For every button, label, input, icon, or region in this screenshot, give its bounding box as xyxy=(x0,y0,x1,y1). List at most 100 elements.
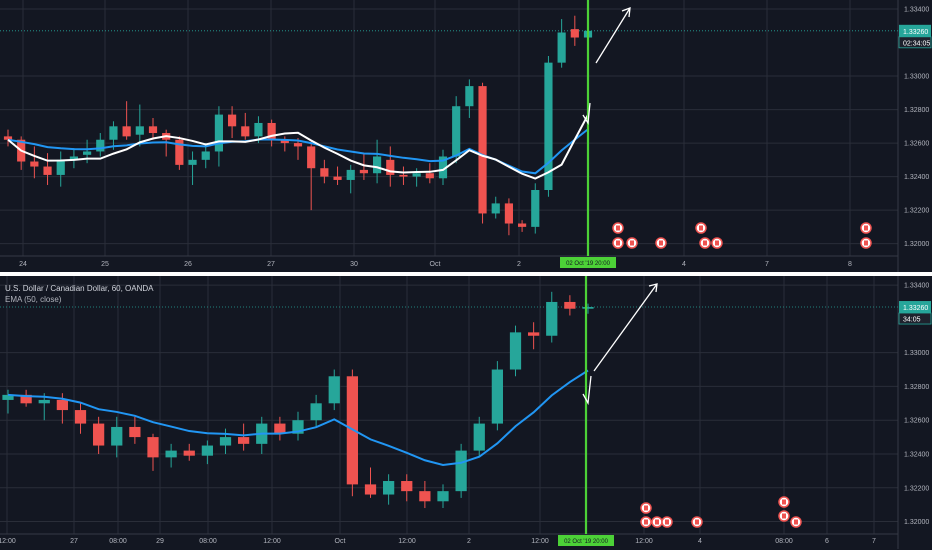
candle-body xyxy=(310,403,322,421)
candle-body xyxy=(122,126,131,137)
x-tick-label: Oct xyxy=(430,261,441,268)
candle-body xyxy=(241,126,250,137)
x-tick-label: 4 xyxy=(682,261,686,268)
candle-body xyxy=(531,190,540,227)
event-flag xyxy=(630,240,634,246)
candle-body xyxy=(328,376,340,404)
x-tick-label: 12:00 xyxy=(0,538,16,545)
hourly-chart-svg[interactable]: 1.33400 1.33000 1.32800 1.32600 1.32400 1.322… xyxy=(0,276,932,550)
news-event-icon xyxy=(778,510,790,522)
event-flag xyxy=(715,240,719,246)
candle-body xyxy=(307,146,316,169)
candle-body xyxy=(254,122,263,137)
y-tick-label: 1.33000 xyxy=(904,74,929,81)
y-tick-label: 1.32800 xyxy=(904,384,929,391)
candle-body xyxy=(228,114,237,127)
candle-body xyxy=(43,166,52,175)
ma-line-white xyxy=(7,114,589,180)
daily-chart-svg[interactable]: 1.33400 1.33000 1.32800 1.32600 1.32400 1.322… xyxy=(0,0,932,272)
candle-body xyxy=(175,139,184,165)
time-label-bg xyxy=(560,257,616,268)
x-tick-label: 12:00 xyxy=(531,538,549,545)
y-tick-label: 1.33400 xyxy=(904,283,929,290)
x-tick-label: 08:00 xyxy=(199,538,217,545)
candle-body xyxy=(148,126,158,134)
candle-body xyxy=(320,168,329,177)
news-event-icon xyxy=(612,222,624,234)
x-tick-label: 26 xyxy=(184,261,192,268)
candle-body xyxy=(109,126,118,140)
candle-body xyxy=(165,450,177,458)
x-tick-label: 30 xyxy=(350,261,358,268)
ema-line xyxy=(7,369,589,467)
x-tick-label: 4 xyxy=(698,538,702,545)
candle-body xyxy=(2,394,14,400)
candle-body xyxy=(56,159,65,175)
event-flag xyxy=(644,505,648,511)
event-flag xyxy=(782,513,786,519)
candle-body xyxy=(183,450,195,456)
x-tick-label: 27 xyxy=(70,538,78,545)
arrow-head-down xyxy=(582,102,591,125)
hourly-chart-pane[interactable]: 1.33400 1.33000 1.32800 1.32600 1.32400 1.322… xyxy=(0,276,932,550)
y-tick-label: 1.32000 xyxy=(904,519,929,526)
x-tick-label: 29 xyxy=(156,538,164,545)
arrow-head-up xyxy=(648,283,658,293)
candle-body xyxy=(3,136,13,140)
news-event-icon xyxy=(612,237,624,249)
y-tick-label: 1.32600 xyxy=(904,418,929,425)
candle-body xyxy=(274,423,286,434)
pane-divider[interactable] xyxy=(0,272,932,276)
news-event-icon xyxy=(695,222,707,234)
projection-arrow-up xyxy=(593,283,658,372)
news-event-icon xyxy=(640,502,652,514)
event-flag xyxy=(864,240,868,246)
candle-body xyxy=(293,143,303,147)
candle-body xyxy=(38,399,50,404)
candle-body xyxy=(292,420,304,434)
candle-body xyxy=(359,169,368,174)
news-event-icon xyxy=(651,516,663,528)
event-flag xyxy=(864,225,868,231)
price-tag-value: 1.33260 xyxy=(903,305,928,312)
news-event-icon xyxy=(699,237,711,249)
y-tick-label: 1.32600 xyxy=(904,141,929,148)
candle-body xyxy=(346,169,355,180)
news-event-icon xyxy=(626,237,638,249)
x-tick-label: 12:00 xyxy=(263,538,281,545)
projection-arrow-up xyxy=(595,7,631,64)
candle-body xyxy=(437,491,449,502)
daily-chart-pane[interactable]: 1.33400 1.33000 1.32800 1.32600 1.32400 1.322… xyxy=(0,0,932,272)
news-event-icon xyxy=(711,237,723,249)
y-tick-label: 1.32200 xyxy=(904,208,929,215)
event-flag xyxy=(616,240,620,246)
candle-body xyxy=(135,126,144,135)
candle-body xyxy=(383,481,395,495)
candle-body xyxy=(425,173,434,179)
candle-body xyxy=(147,437,159,458)
candle-body xyxy=(373,156,382,174)
candle-body xyxy=(518,223,527,227)
event-flag xyxy=(699,225,703,231)
time-label-value: 02 Oct '19 20:00 xyxy=(566,261,611,267)
candle-body xyxy=(473,423,485,451)
candle-body xyxy=(570,29,579,38)
y-tick-label: 1.32800 xyxy=(904,107,929,114)
news-event-icon xyxy=(655,237,667,249)
candle-body xyxy=(280,139,289,144)
candle-body xyxy=(465,86,474,107)
event-flag xyxy=(695,519,699,525)
candle-body xyxy=(455,450,467,492)
candle-body xyxy=(401,481,413,492)
candle-body xyxy=(96,139,105,152)
candle-body xyxy=(74,410,87,424)
news-event-icon xyxy=(860,222,872,234)
x-tick-label: 08:00 xyxy=(775,538,793,545)
symbol-title: U.S. Dollar / Canadian Dollar, 60, OANDA xyxy=(5,284,154,293)
candle-body xyxy=(509,332,522,370)
x-tick-label: 24 xyxy=(19,261,27,268)
candle-body xyxy=(333,176,342,180)
price-tag-value: 1.33260 xyxy=(903,29,928,36)
candle-body xyxy=(546,301,558,336)
candle-body xyxy=(582,307,594,309)
